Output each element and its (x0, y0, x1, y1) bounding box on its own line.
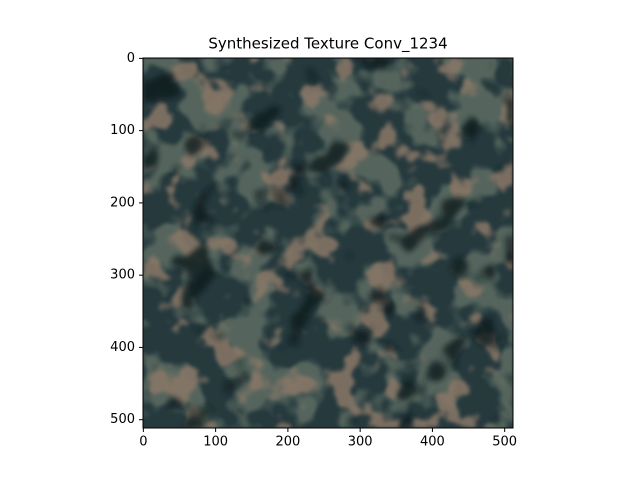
y-tick-label: 200 (110, 195, 135, 210)
y-tick-label: 500 (110, 412, 135, 427)
y-tick-label: 0 (127, 51, 135, 66)
y-tick-label: 100 (110, 123, 135, 138)
x-tick-label: 500 (492, 435, 517, 450)
chart-title: Synthesized Texture Conv_1234 (208, 35, 447, 54)
y-tick-label: 300 (110, 268, 135, 283)
axes-frame (142, 57, 514, 429)
x-tick-label: 100 (203, 435, 228, 450)
x-tick-label: 300 (348, 435, 373, 450)
y-tick-label: 400 (110, 340, 135, 355)
x-tick-label: 0 (139, 435, 147, 450)
texture-image (143, 58, 513, 428)
x-tick-label: 200 (275, 435, 300, 450)
x-tick-label: 400 (420, 435, 445, 450)
